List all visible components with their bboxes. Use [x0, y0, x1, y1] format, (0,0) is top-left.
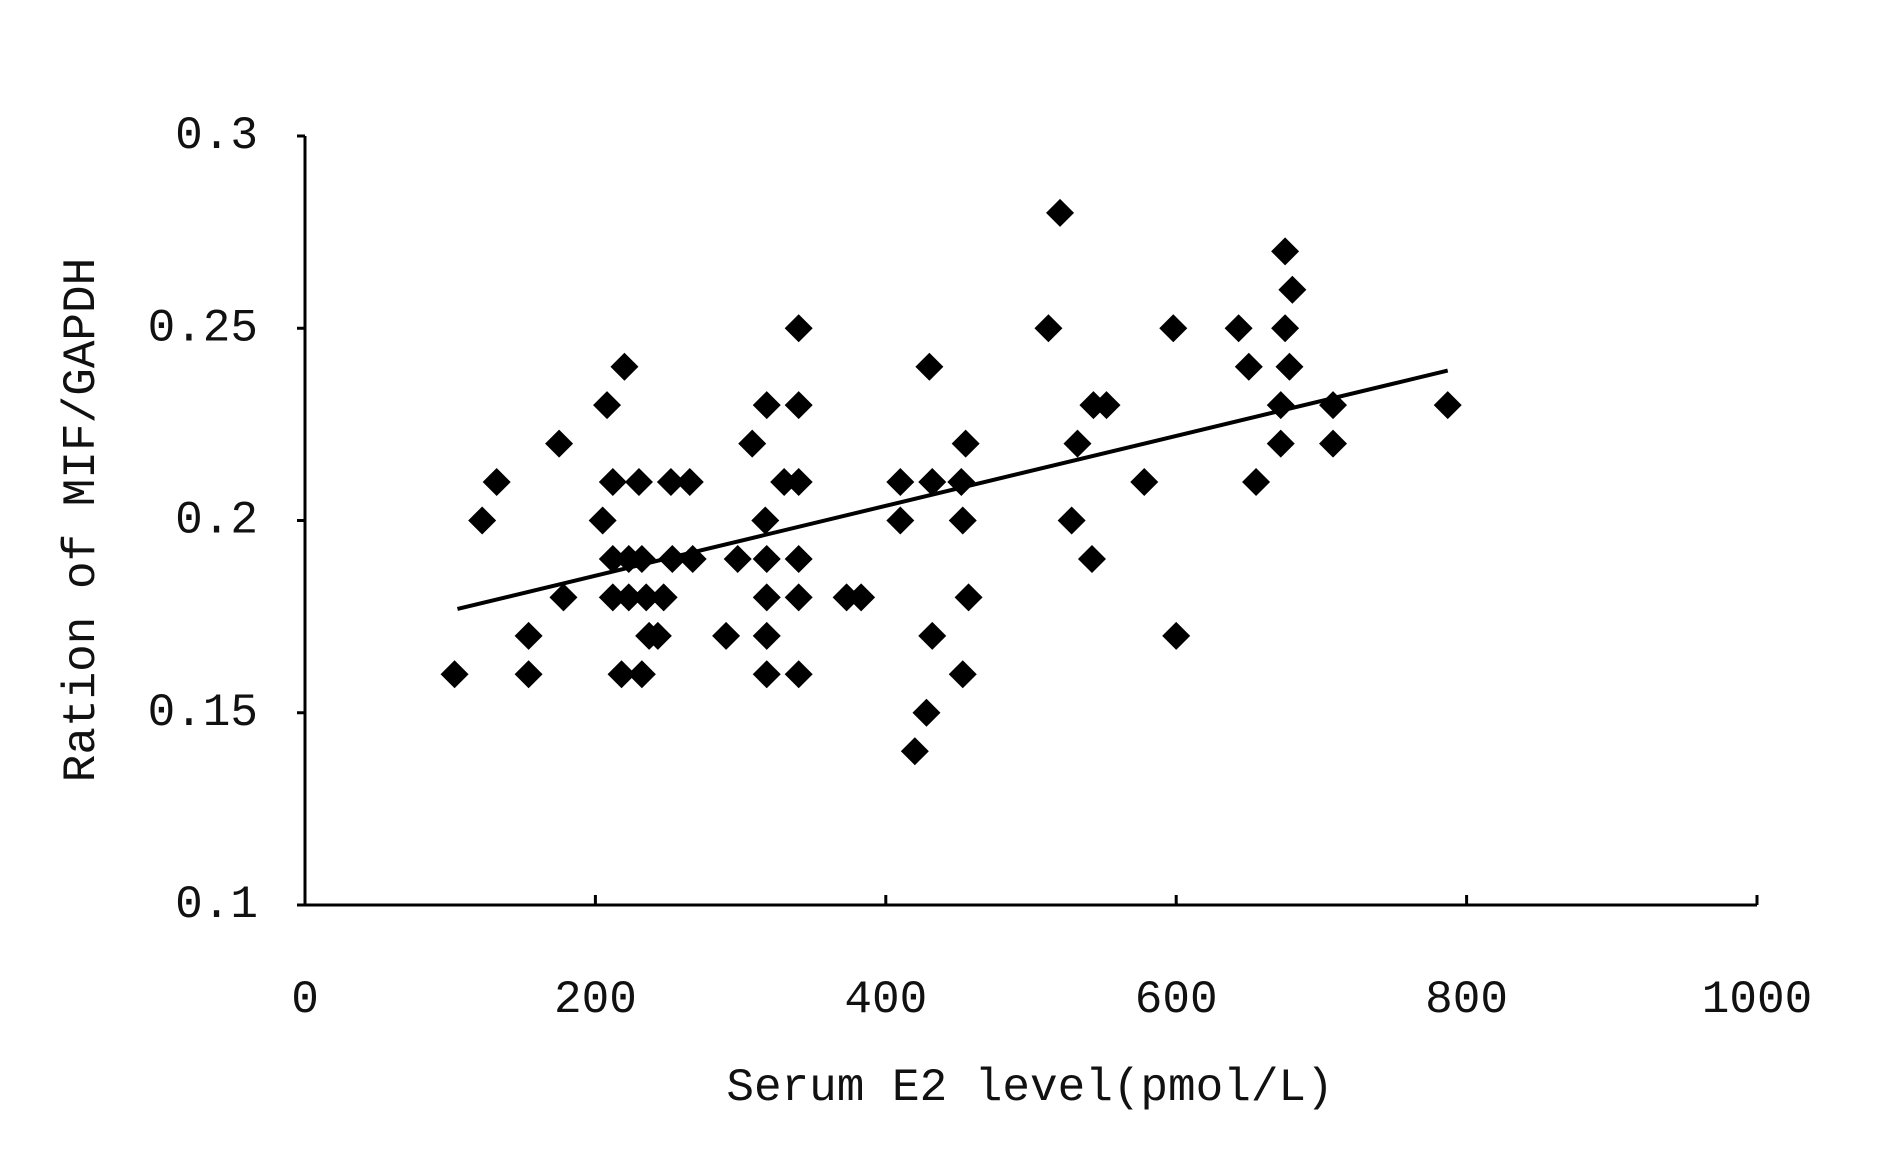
data-point	[886, 506, 915, 535]
data-point	[1057, 506, 1086, 535]
data-point	[1092, 391, 1121, 420]
data-point	[624, 468, 653, 497]
data-point	[514, 660, 543, 689]
data-point	[1319, 429, 1348, 458]
data-point	[607, 660, 636, 689]
data-point	[900, 737, 929, 766]
data-point	[656, 468, 685, 497]
data-point	[610, 352, 639, 381]
data-point	[514, 621, 543, 650]
x-axis-label: Serum E2 level(pmol/L)	[726, 1062, 1333, 1114]
data-point	[440, 660, 469, 689]
y-tick-label: 0.15	[148, 687, 258, 739]
y-axis-label: Ration of MIF/GAPDH	[56, 258, 108, 783]
data-point	[1242, 468, 1271, 497]
data-point	[593, 391, 622, 420]
data-point	[847, 583, 876, 612]
data-point	[738, 429, 767, 458]
data-point	[784, 468, 813, 497]
data-point	[951, 429, 980, 458]
data-point	[1234, 352, 1263, 381]
data-point	[649, 583, 678, 612]
data-point	[1159, 314, 1188, 343]
data-point	[1266, 429, 1295, 458]
y-tick-label: 0.3	[175, 110, 258, 162]
data-point	[918, 621, 947, 650]
trendline	[456, 368, 1449, 611]
data-point	[1278, 275, 1307, 304]
data-point	[643, 621, 672, 650]
y-tick-label: 0.1	[175, 879, 258, 931]
data-point	[886, 468, 915, 497]
data-point	[770, 468, 799, 497]
data-point	[784, 314, 813, 343]
x-tick-label: 400	[844, 974, 927, 1026]
data-point	[752, 621, 781, 650]
data-point	[1034, 314, 1063, 343]
data-point	[1275, 352, 1304, 381]
data-point	[482, 468, 511, 497]
data-point	[545, 429, 574, 458]
data-point	[468, 506, 497, 535]
data-point	[675, 468, 704, 497]
data-point	[784, 391, 813, 420]
data-point	[588, 506, 617, 535]
data-point	[723, 544, 752, 573]
data-point	[751, 506, 780, 535]
data-point	[627, 660, 656, 689]
data-point	[912, 698, 941, 727]
x-tick-label: 1000	[1702, 974, 1812, 1026]
x-tick-label: 200	[554, 974, 637, 1026]
data-point	[1077, 544, 1106, 573]
y-tick-label: 0.25	[148, 302, 258, 354]
data-point	[948, 506, 977, 535]
data-point	[1046, 198, 1075, 227]
x-tick-label: 0	[291, 974, 319, 1026]
data-point	[784, 660, 813, 689]
data-point	[752, 391, 781, 420]
data-point	[948, 660, 977, 689]
data-point	[598, 544, 627, 573]
data-point	[598, 583, 627, 612]
data-point	[1224, 314, 1253, 343]
x-tick-label: 600	[1135, 974, 1218, 1026]
x-tick-label: 800	[1425, 974, 1508, 1026]
data-point	[1271, 237, 1300, 266]
data-point	[549, 583, 578, 612]
data-point	[954, 583, 983, 612]
y-tick-label: 0.2	[175, 495, 258, 547]
data-point	[752, 544, 781, 573]
data-point	[752, 660, 781, 689]
data-point	[614, 583, 643, 612]
data-point	[1063, 429, 1092, 458]
data-point	[1433, 391, 1462, 420]
data-point	[632, 583, 661, 612]
data-point	[712, 621, 741, 650]
data-point	[1130, 468, 1159, 497]
data-point	[784, 544, 813, 573]
data-point	[915, 352, 944, 381]
data-point	[784, 583, 813, 612]
data-point	[918, 468, 947, 497]
data-point	[1271, 314, 1300, 343]
data-point	[1162, 621, 1191, 650]
data-point	[752, 583, 781, 612]
data-point	[598, 468, 627, 497]
data-point	[832, 583, 861, 612]
